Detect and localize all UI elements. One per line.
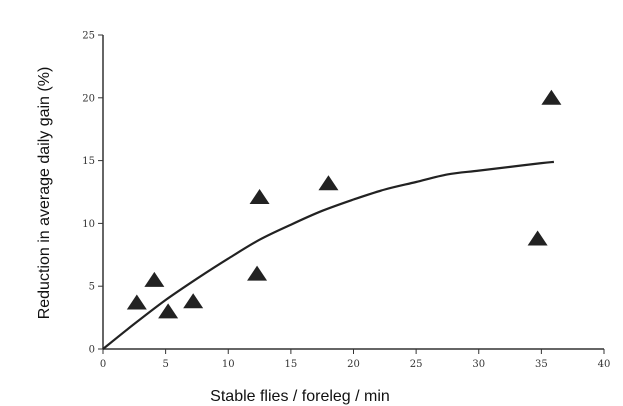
y-axis-label: Reduction in average daily gain (%) bbox=[36, 67, 53, 320]
x-tick-label: 15 bbox=[285, 359, 298, 370]
y-axis-ticks: 0 5 10 15 20 25 bbox=[82, 31, 103, 356]
data-point-triangle bbox=[126, 294, 147, 310]
data-point-triangle bbox=[249, 189, 270, 205]
y-tick-label: 15 bbox=[82, 156, 95, 167]
y-tick-label: 10 bbox=[82, 219, 95, 230]
data-point-triangle bbox=[541, 89, 562, 105]
data-point-triangle bbox=[247, 265, 268, 281]
x-tick-label: 5 bbox=[162, 359, 168, 370]
data-point-triangle bbox=[318, 175, 339, 191]
x-axis-ticks: 0 5 10 15 20 25 30 35 40 bbox=[100, 349, 611, 370]
y-tick-label: 20 bbox=[82, 93, 95, 104]
y-tick-label: 5 bbox=[89, 282, 95, 293]
data-points bbox=[126, 89, 562, 319]
fit-curve-line bbox=[102, 160, 555, 350]
x-tick-label: 0 bbox=[100, 359, 106, 370]
data-point-triangle bbox=[183, 293, 204, 309]
data-point-triangle bbox=[144, 271, 165, 287]
y-tick-label: 0 bbox=[89, 345, 95, 356]
x-tick-label: 25 bbox=[410, 359, 423, 370]
x-tick-label: 10 bbox=[222, 359, 235, 370]
x-tick-label: 40 bbox=[598, 359, 611, 370]
x-axis-label: Stable flies / foreleg / min bbox=[210, 388, 390, 405]
x-tick-label: 35 bbox=[535, 359, 548, 370]
plot-area: 0 5 10 15 20 25 30 35 40 0 5 10 15 20 25 bbox=[82, 31, 610, 371]
y-tick-label: 25 bbox=[82, 31, 95, 42]
data-point-triangle bbox=[527, 230, 548, 246]
x-tick-label: 30 bbox=[472, 359, 485, 370]
x-tick-label: 20 bbox=[347, 359, 360, 370]
data-point-triangle bbox=[158, 303, 179, 319]
